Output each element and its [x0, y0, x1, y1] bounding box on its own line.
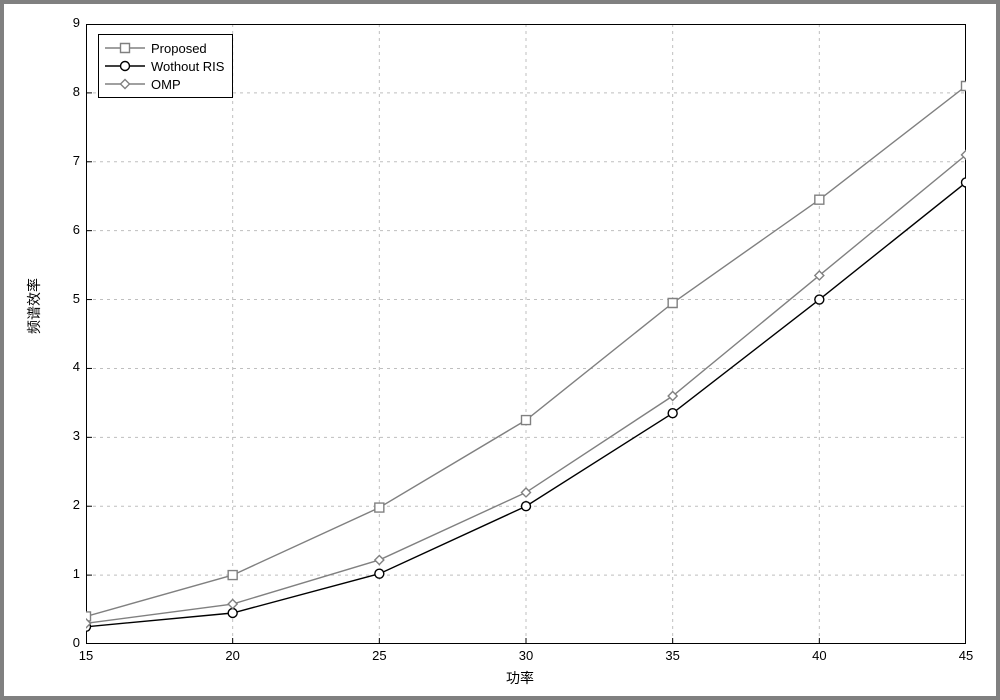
ytick-label: 7: [56, 153, 80, 168]
series-marker: [668, 299, 677, 308]
xtick-label: 40: [804, 648, 834, 663]
legend: Proposed Wothout RIS OMP: [98, 34, 233, 98]
series-marker: [228, 600, 237, 609]
series-marker: [815, 195, 824, 204]
y-axis-label: 频谱效率: [24, 278, 44, 334]
series-marker: [228, 571, 237, 580]
figure-frame: 152025303540450123456789 功率 频谱效率 Propose…: [0, 0, 1000, 700]
series-marker: [962, 178, 967, 187]
legend-swatch: [105, 59, 145, 73]
series-marker: [228, 609, 237, 618]
series-marker: [522, 488, 531, 497]
xtick-label: 15: [71, 648, 101, 663]
xtick-label: 45: [951, 648, 981, 663]
ytick-label: 9: [56, 15, 80, 30]
xtick-label: 20: [218, 648, 248, 663]
ytick-label: 8: [56, 84, 80, 99]
legend-swatch: [105, 77, 145, 91]
ytick-label: 1: [56, 566, 80, 581]
xtick-label: 35: [658, 648, 688, 663]
ytick-label: 2: [56, 497, 80, 512]
ytick-label: 3: [56, 428, 80, 443]
ytick-label: 0: [56, 635, 80, 650]
ytick-label: 6: [56, 222, 80, 237]
series-marker: [375, 555, 384, 564]
legend-label: Wothout RIS: [151, 59, 224, 74]
series-marker: [522, 502, 531, 511]
legend-item: OMP: [105, 75, 224, 93]
legend-item: Wothout RIS: [105, 57, 224, 75]
legend-swatch: [105, 41, 145, 55]
xtick-label: 30: [511, 648, 541, 663]
plot-area: 152025303540450123456789: [86, 24, 966, 644]
x-axis-label: 功率: [506, 668, 534, 688]
series-marker: [375, 569, 384, 578]
figure-canvas: 152025303540450123456789 功率 频谱效率 Propose…: [4, 4, 996, 696]
series-marker: [522, 416, 531, 425]
ytick-label: 5: [56, 291, 80, 306]
series-marker: [375, 503, 384, 512]
legend-item: Proposed: [105, 39, 224, 57]
ytick-label: 4: [56, 359, 80, 374]
legend-label: OMP: [151, 77, 181, 92]
series-marker: [815, 295, 824, 304]
series-marker: [668, 409, 677, 418]
legend-label: Proposed: [151, 41, 207, 56]
series-marker: [962, 82, 967, 91]
xtick-label: 25: [364, 648, 394, 663]
